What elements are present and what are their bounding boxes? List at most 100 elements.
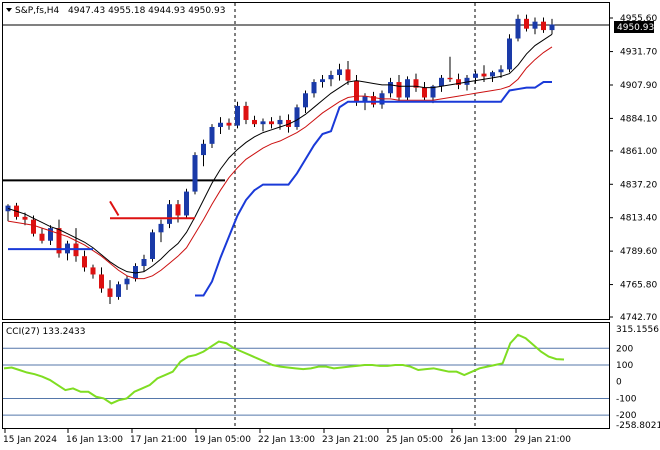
candle-body: [320, 79, 325, 83]
cci-tick-label: -100: [616, 394, 637, 404]
cci-line: [3, 333, 565, 405]
dropdown-icon[interactable]: [6, 8, 12, 12]
price-tick-label: 4884.10: [620, 114, 657, 124]
candle-body: [396, 82, 402, 98]
price-tick-label: 4742.70: [620, 313, 657, 323]
time-tick-label: 17 Jan 21:00: [130, 435, 187, 445]
candle-body: [277, 119, 283, 125]
current-price-label: 4950.93: [617, 23, 654, 33]
candle-body: [498, 69, 504, 73]
time-tick-label: 16 Jan 13:00: [66, 435, 123, 445]
cci-pane[interactable]: [2, 322, 610, 429]
candle-body: [201, 143, 206, 156]
candle-body: [490, 72, 495, 77]
candle-body: [82, 256, 87, 268]
time-tick-label: 29 Jan 21:00: [514, 435, 571, 445]
candle-body: [388, 82, 393, 94]
time-tick-label: 22 Jan 13:00: [258, 435, 315, 445]
price-tick-label: 4789.60: [620, 247, 657, 257]
cci-tick-label: 315.1556: [616, 325, 659, 335]
candle-body: [107, 288, 113, 297]
candle-body: [175, 204, 181, 216]
candle-body: [286, 119, 291, 127]
candle-body: [167, 204, 172, 224]
candle-body: [473, 73, 478, 78]
candle-body: [447, 77, 453, 80]
candle-body: [481, 73, 487, 77]
candle-body: [532, 21, 538, 29]
indicator-lines: [7, 33, 553, 297]
candle-body: [422, 87, 427, 98]
candle-body: [56, 228, 62, 254]
time-axis: 15 Jan 2024 16 Jan 13:00 17 Jan 21:00 19 Ja…: [3, 429, 571, 445]
candle-body: [260, 121, 266, 125]
cci-tick-label: 0: [616, 378, 622, 388]
candle-body: [209, 126, 215, 144]
time-tick-label: 26 Jan 13:00: [450, 435, 507, 445]
candle-body: [413, 79, 419, 88]
candle-body: [328, 75, 334, 80]
candle-body: [5, 205, 11, 212]
candle-body: [39, 233, 45, 241]
candle-body: [252, 119, 257, 125]
ohlc-values: 4947.43 4955.18 4944.93 4950.93: [68, 6, 225, 16]
candle-body: [362, 96, 368, 102]
candle-body: [405, 79, 410, 98]
candle-body: [507, 38, 512, 70]
candle-body: [430, 86, 436, 98]
current-price-marker: 4950.93: [614, 21, 654, 33]
candle-body: [90, 267, 96, 275]
candle-body: [524, 18, 529, 29]
candle-body: [192, 155, 198, 192]
candle-body: [294, 107, 300, 127]
time-tick-label: 19 Jan 05:00: [194, 435, 251, 445]
upper-stop-early-line: [109, 200, 120, 216]
cci-tick-label: 100: [616, 361, 633, 371]
candle-body: [464, 77, 470, 85]
price-tick-label: 4907.90: [620, 81, 657, 91]
session-separators: [234, 3, 476, 429]
cci-tick-label: -258.8021: [616, 421, 660, 431]
time-tick-label: 23 Jan 21:00: [322, 435, 379, 445]
cci-series: [3, 333, 565, 405]
candle-body: [354, 80, 359, 102]
candle-body: [439, 77, 444, 87]
candle-body: [31, 219, 36, 234]
candle-body: [116, 284, 121, 297]
candle-body: [218, 122, 223, 127]
price-axis: 4955.60 4931.70 4907.90 4884.10 4861.00 4837.…: [609, 14, 657, 323]
candle-body: [345, 69, 351, 81]
candle-body: [303, 93, 308, 108]
candle-body: [549, 24, 555, 31]
candle-body: [541, 21, 546, 31]
candle-body: [311, 82, 317, 94]
candle-body: [124, 278, 130, 285]
candle-body: [158, 223, 164, 233]
candle-body: [226, 122, 232, 126]
candle-body: [133, 266, 138, 279]
cci-tick-label: 200: [616, 344, 633, 354]
candle-body: [99, 274, 104, 289]
cci-title: CCI(27) 133.2433: [6, 327, 86, 337]
price-tick-label: 4931.70: [620, 48, 657, 58]
time-tick-label: 15 Jan 2024: [3, 435, 57, 445]
cci-levels: [3, 347, 609, 416]
cci-tick-label: -200: [616, 411, 637, 421]
moving-average-line: [7, 33, 553, 274]
price-tick-label: 4861.00: [620, 147, 657, 157]
candle-body: [337, 69, 342, 76]
candle-body: [456, 79, 461, 85]
price-tick-label: 4765.80: [620, 281, 657, 291]
price-tick-label: 4813.40: [620, 214, 657, 224]
candle-body: [22, 216, 28, 220]
trailing-stop-line: [195, 81, 552, 297]
candle-body: [184, 191, 189, 216]
candle-body: [141, 258, 147, 267]
price-levels: [3, 24, 609, 182]
candle-body: [235, 105, 240, 126]
price-tick-label: 4955.60: [620, 14, 657, 24]
cci-axis: 315.1556 200 100 0 -100 -200-258.8021: [616, 325, 660, 431]
candle-body: [243, 105, 249, 120]
envelope-line: [7, 46, 553, 280]
